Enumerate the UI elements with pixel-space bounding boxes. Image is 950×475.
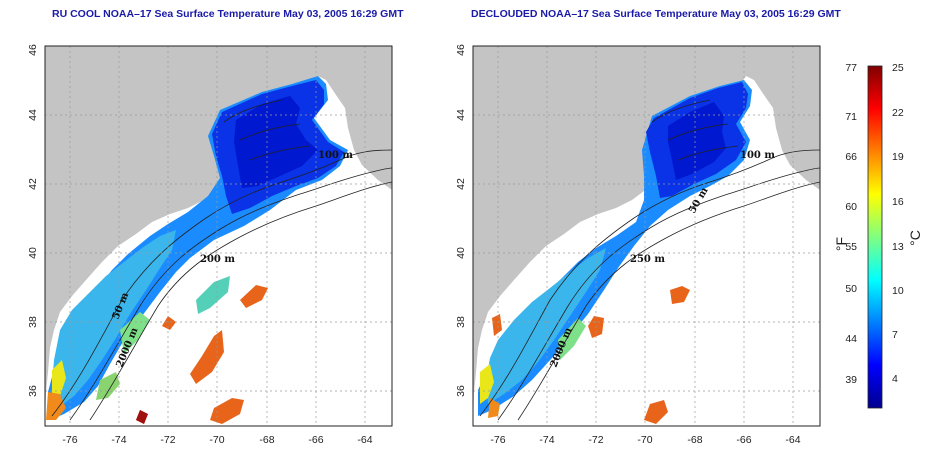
svg-text:40: 40 bbox=[27, 247, 39, 259]
left-contour-label: 100 m bbox=[318, 150, 353, 161]
svg-text:39: 39 bbox=[845, 374, 857, 386]
svg-text:-70: -70 bbox=[209, 434, 224, 446]
svg-text:13: 13 bbox=[892, 241, 904, 253]
fahrenheit-unit-label: °F bbox=[833, 237, 849, 251]
svg-text:-68: -68 bbox=[687, 434, 702, 446]
svg-text:-64: -64 bbox=[785, 434, 800, 446]
right-map-panel: 100 m 50 m 250 m 2000 m -76 -74 -72 -70 … bbox=[455, 44, 821, 446]
svg-text:-72: -72 bbox=[588, 434, 603, 446]
right-contour-label: 100 m bbox=[740, 150, 775, 161]
left-contour-label: 200 m bbox=[200, 254, 235, 265]
svg-text:71: 71 bbox=[845, 111, 857, 123]
svg-text:77: 77 bbox=[845, 62, 857, 74]
svg-text:44: 44 bbox=[455, 109, 467, 121]
right-panel-title: DECLOUDED NOAA–17 Sea Surface Temperatur… bbox=[471, 8, 841, 20]
svg-text:-74: -74 bbox=[111, 434, 126, 446]
svg-text:-68: -68 bbox=[259, 434, 274, 446]
svg-text:38: 38 bbox=[455, 316, 467, 328]
left-map-panel: 50 m 100 m 200 m 2000 m -76 -74 -72 -70 … bbox=[27, 44, 393, 446]
right-map-frame bbox=[472, 45, 821, 427]
svg-text:4: 4 bbox=[892, 373, 898, 385]
svg-text:-70: -70 bbox=[637, 434, 652, 446]
svg-text:46: 46 bbox=[27, 44, 39, 56]
svg-text:44: 44 bbox=[845, 333, 857, 345]
svg-text:-72: -72 bbox=[160, 434, 175, 446]
left-panel-title: RU COOL NOAA–17 Sea Surface Temperature … bbox=[52, 8, 404, 20]
colorbar-fahrenheit-ticks: 77 71 66 60 55 50 44 39 bbox=[845, 62, 857, 386]
svg-text:36: 36 bbox=[455, 385, 467, 397]
colorbar: 77 71 66 60 55 50 44 39 25 22 19 16 13 1… bbox=[833, 62, 923, 409]
colorbar-scale bbox=[867, 65, 883, 409]
svg-text:-66: -66 bbox=[736, 434, 751, 446]
svg-text:16: 16 bbox=[892, 196, 904, 208]
svg-text:19: 19 bbox=[892, 151, 904, 163]
left-grid bbox=[45, 46, 392, 426]
svg-text:44: 44 bbox=[27, 109, 39, 121]
svg-text:7: 7 bbox=[892, 329, 898, 341]
svg-text:60: 60 bbox=[845, 201, 857, 213]
left-bathymetry-contours bbox=[51, 99, 392, 421]
svg-text:66: 66 bbox=[845, 151, 857, 163]
right-grid bbox=[473, 46, 820, 426]
svg-text:-66: -66 bbox=[308, 434, 323, 446]
left-map-frame bbox=[44, 45, 393, 427]
celsius-unit-label: °C bbox=[907, 230, 923, 246]
left-y-ticks: 36 38 40 42 44 46 bbox=[27, 44, 39, 397]
svg-text:50: 50 bbox=[845, 283, 857, 295]
svg-text:25: 25 bbox=[892, 62, 904, 74]
svg-text:22: 22 bbox=[892, 107, 904, 119]
colorbar-celsius-ticks: 25 22 19 16 13 10 7 4 bbox=[892, 62, 904, 385]
right-y-ticks: 36 38 40 42 44 46 bbox=[455, 44, 467, 397]
svg-text:-64: -64 bbox=[357, 434, 372, 446]
left-x-ticks: -76 -74 -72 -70 -68 -66 -64 bbox=[62, 434, 372, 446]
left-sst-field bbox=[46, 76, 348, 420]
svg-text:-76: -76 bbox=[62, 434, 77, 446]
svg-text:36: 36 bbox=[27, 385, 39, 397]
svg-text:40: 40 bbox=[455, 247, 467, 259]
svg-text:38: 38 bbox=[27, 316, 39, 328]
svg-text:42: 42 bbox=[455, 178, 467, 190]
right-x-ticks: -76 -74 -72 -70 -68 -66 -64 bbox=[490, 434, 800, 446]
svg-text:42: 42 bbox=[27, 178, 39, 190]
right-contour-label: 250 m bbox=[630, 254, 665, 265]
svg-text:55: 55 bbox=[845, 241, 857, 253]
svg-text:-76: -76 bbox=[490, 434, 505, 446]
svg-text:-74: -74 bbox=[539, 434, 554, 446]
svg-text:10: 10 bbox=[892, 285, 904, 297]
svg-text:46: 46 bbox=[455, 44, 467, 56]
